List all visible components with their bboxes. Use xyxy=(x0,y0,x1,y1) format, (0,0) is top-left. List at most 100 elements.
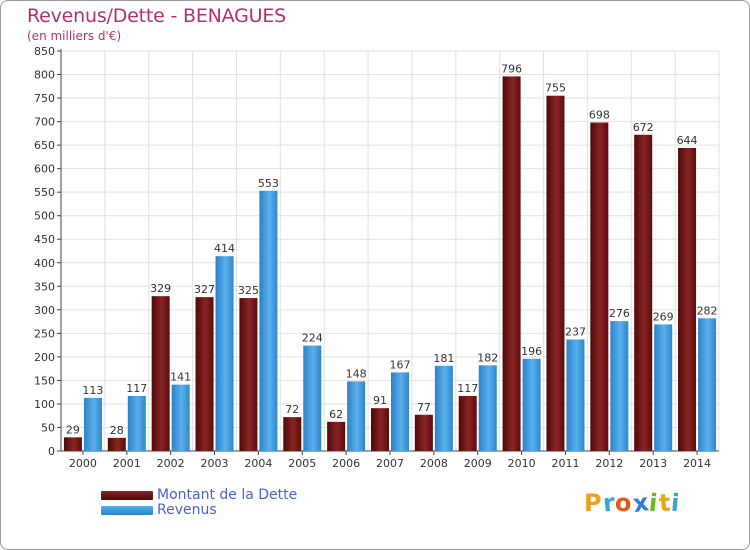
y-tick-label: 50 xyxy=(41,421,55,434)
legend-label-revenue: Revenus xyxy=(157,502,217,518)
y-tick-label: 600 xyxy=(34,163,55,176)
bar-debt xyxy=(107,437,126,451)
logo-letter: P xyxy=(584,489,603,517)
data-label-revenue: 167 xyxy=(390,358,411,371)
bar-revenue xyxy=(259,190,278,451)
x-tick-label: 2003 xyxy=(201,457,229,470)
y-tick-label: 650 xyxy=(34,139,55,152)
bar-revenue xyxy=(171,384,190,451)
legend-item-debt: Montant de la Dette xyxy=(101,487,297,503)
bar-revenue xyxy=(698,318,717,451)
y-tick-label: 150 xyxy=(34,374,55,387)
data-label-debt: 329 xyxy=(150,282,171,295)
bar-debt xyxy=(502,76,521,451)
x-tick-label: 2011 xyxy=(551,457,579,470)
x-tick-label: 2004 xyxy=(244,457,272,470)
bar-revenue xyxy=(303,345,322,451)
data-label-debt: 327 xyxy=(194,283,215,296)
data-label-debt: 755 xyxy=(545,82,566,95)
y-tick-label: 0 xyxy=(48,445,55,458)
bar-debt xyxy=(239,298,258,451)
x-tick-label: 2014 xyxy=(683,457,711,470)
bar-debt xyxy=(371,408,389,451)
y-tick-label: 250 xyxy=(34,327,55,340)
y-tick-label: 500 xyxy=(34,210,55,223)
legend-swatch-revenue xyxy=(101,505,153,515)
bar-debt xyxy=(283,417,302,451)
x-tick-label: 2005 xyxy=(288,457,316,470)
chart-subtitle: (en milliers d'€) xyxy=(27,29,122,43)
y-tick-label: 300 xyxy=(34,304,55,317)
data-label-debt: 62 xyxy=(329,408,343,421)
bar-revenue xyxy=(391,372,409,451)
data-label-debt: 672 xyxy=(633,121,654,134)
legend-swatch-debt xyxy=(101,490,153,500)
y-tick-label: 750 xyxy=(34,92,55,105)
proxiti-logo: Proxiti xyxy=(584,488,682,518)
x-tick-label: 2001 xyxy=(113,457,141,470)
bar-revenue xyxy=(654,324,673,451)
bar-revenue xyxy=(566,339,585,451)
bar-debt xyxy=(414,414,433,451)
bar-revenue xyxy=(610,321,629,451)
bar-debt xyxy=(634,134,653,451)
data-label-revenue: 181 xyxy=(433,352,454,365)
y-tick-label: 100 xyxy=(34,398,55,411)
bar-debt xyxy=(195,297,214,451)
data-label-revenue: 553 xyxy=(258,177,279,190)
bar-debt xyxy=(151,296,170,451)
data-label-debt: 72 xyxy=(285,403,299,416)
bar-debt xyxy=(590,122,609,451)
x-tick-label: 2000 xyxy=(69,457,97,470)
y-tick-label: 850 xyxy=(34,45,55,58)
bar-revenue xyxy=(83,397,102,451)
data-label-revenue: 182 xyxy=(477,351,498,364)
data-label-debt: 77 xyxy=(417,401,431,414)
bar-revenue xyxy=(127,395,146,451)
chart-title: Revenus/Dette - BENAGUES xyxy=(27,5,287,27)
y-tick-label: 200 xyxy=(34,351,55,364)
data-label-revenue: 414 xyxy=(214,242,235,255)
y-tick-label: 700 xyxy=(34,116,55,129)
y-tick-label: 450 xyxy=(34,233,55,246)
bar-revenue xyxy=(347,381,366,451)
data-label-debt: 117 xyxy=(457,382,478,395)
data-label-debt: 29 xyxy=(66,423,80,436)
x-tick-label: 2008 xyxy=(420,457,448,470)
data-label-debt: 796 xyxy=(501,62,522,75)
data-label-debt: 28 xyxy=(110,424,124,437)
data-label-revenue: 196 xyxy=(521,345,542,358)
logo-letter: i xyxy=(669,488,682,518)
bar-debt xyxy=(678,147,697,452)
bar-revenue xyxy=(215,256,234,451)
data-labels: 29 113 28 117 329 141 327 414 325 553 72 224 62 148 91… xyxy=(66,62,718,436)
y-tick-label: 400 xyxy=(34,257,55,270)
bar-revenue xyxy=(522,358,541,451)
data-label-debt: 644 xyxy=(677,134,698,147)
legend-item-revenue: Revenus xyxy=(101,502,217,518)
y-tick-label: 550 xyxy=(34,186,55,199)
data-label-revenue: 117 xyxy=(126,382,147,395)
grid-lines xyxy=(60,50,720,452)
x-tick-label: 2009 xyxy=(464,457,492,470)
bar-debt xyxy=(63,437,82,451)
x-tick-label: 2002 xyxy=(157,457,185,470)
axes: 0 50 100 150 200 250 300 350 400 450 500 550 600 650 7… xyxy=(34,45,719,470)
bar-debt xyxy=(458,395,477,451)
data-label-revenue: 113 xyxy=(82,384,103,397)
data-label-revenue: 237 xyxy=(565,325,586,338)
data-label-revenue: 224 xyxy=(302,332,323,345)
y-tick-label: 800 xyxy=(34,69,55,82)
legend-label-debt: Montant de la Dette xyxy=(157,487,298,503)
data-label-revenue: 148 xyxy=(346,367,367,380)
y-tick-label: 350 xyxy=(34,280,55,293)
bar-revenue xyxy=(478,365,497,451)
x-tick-label: 2010 xyxy=(508,457,536,470)
data-label-debt: 325 xyxy=(238,284,259,297)
x-tick-label: 2006 xyxy=(332,457,360,470)
data-label-revenue: 141 xyxy=(170,371,191,384)
data-label-debt: 91 xyxy=(373,394,387,407)
x-tick-label: 2012 xyxy=(595,457,623,470)
